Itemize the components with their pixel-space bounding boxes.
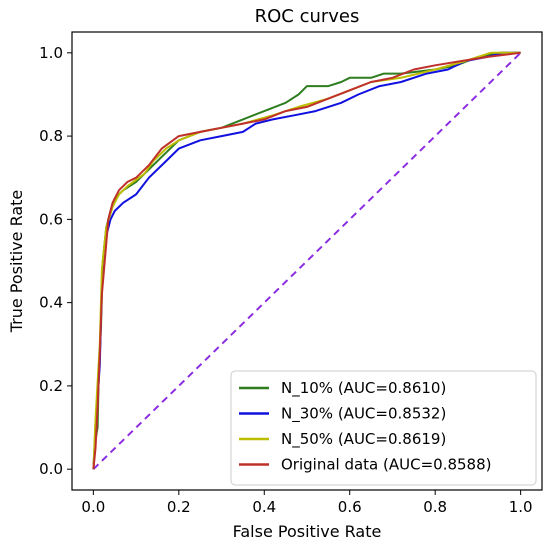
- x-tick-label: 0.2: [167, 498, 191, 516]
- series-layer: [92, 51, 522, 470]
- x-tick-label: 0.4: [252, 498, 276, 516]
- legend-entry-label: N_50% (AUC=0.8619): [281, 430, 446, 449]
- x-axis-label: False Positive Rate: [233, 522, 382, 541]
- legend-entry-label: N_30% (AUC=0.8532): [281, 405, 446, 424]
- chart-title: ROC curves: [255, 6, 360, 27]
- y-tick-label: 1.0: [39, 44, 63, 62]
- x-tick-label: 1.0: [509, 498, 533, 516]
- axis-ticks: 0.0 0.2 0.4 0.6 0.8 1.0 0.0 0.2 0.4 0.6 0.8 1.0: [39, 44, 532, 516]
- y-tick-label: 0.2: [39, 377, 63, 395]
- roc-curve-series-2: [92, 51, 521, 470]
- y-tick-label: 0.0: [39, 460, 63, 478]
- legend-entry-label: Original data (AUC=0.8588): [281, 456, 492, 474]
- y-tick-label: 0.8: [39, 127, 63, 145]
- legend-box: [230, 370, 537, 486]
- legend: N_10% (AUC=0.8610) N_30% (AUC=0.8532) N_50…: [230, 370, 537, 486]
- x-tick-label: 0.8: [423, 498, 447, 516]
- x-tick-label: 0.0: [81, 498, 105, 516]
- x-tick-label: 0.6: [338, 498, 362, 516]
- diagonal-reference-line: [92, 52, 522, 470]
- y-axis-label: True Positive Rate: [7, 190, 26, 334]
- y-tick-label: 0.4: [39, 294, 63, 312]
- legend-entry-label: N_10% (AUC=0.8610): [281, 379, 446, 398]
- roc-curve-series-4: [92, 51, 521, 470]
- y-tick-label: 0.6: [39, 210, 63, 228]
